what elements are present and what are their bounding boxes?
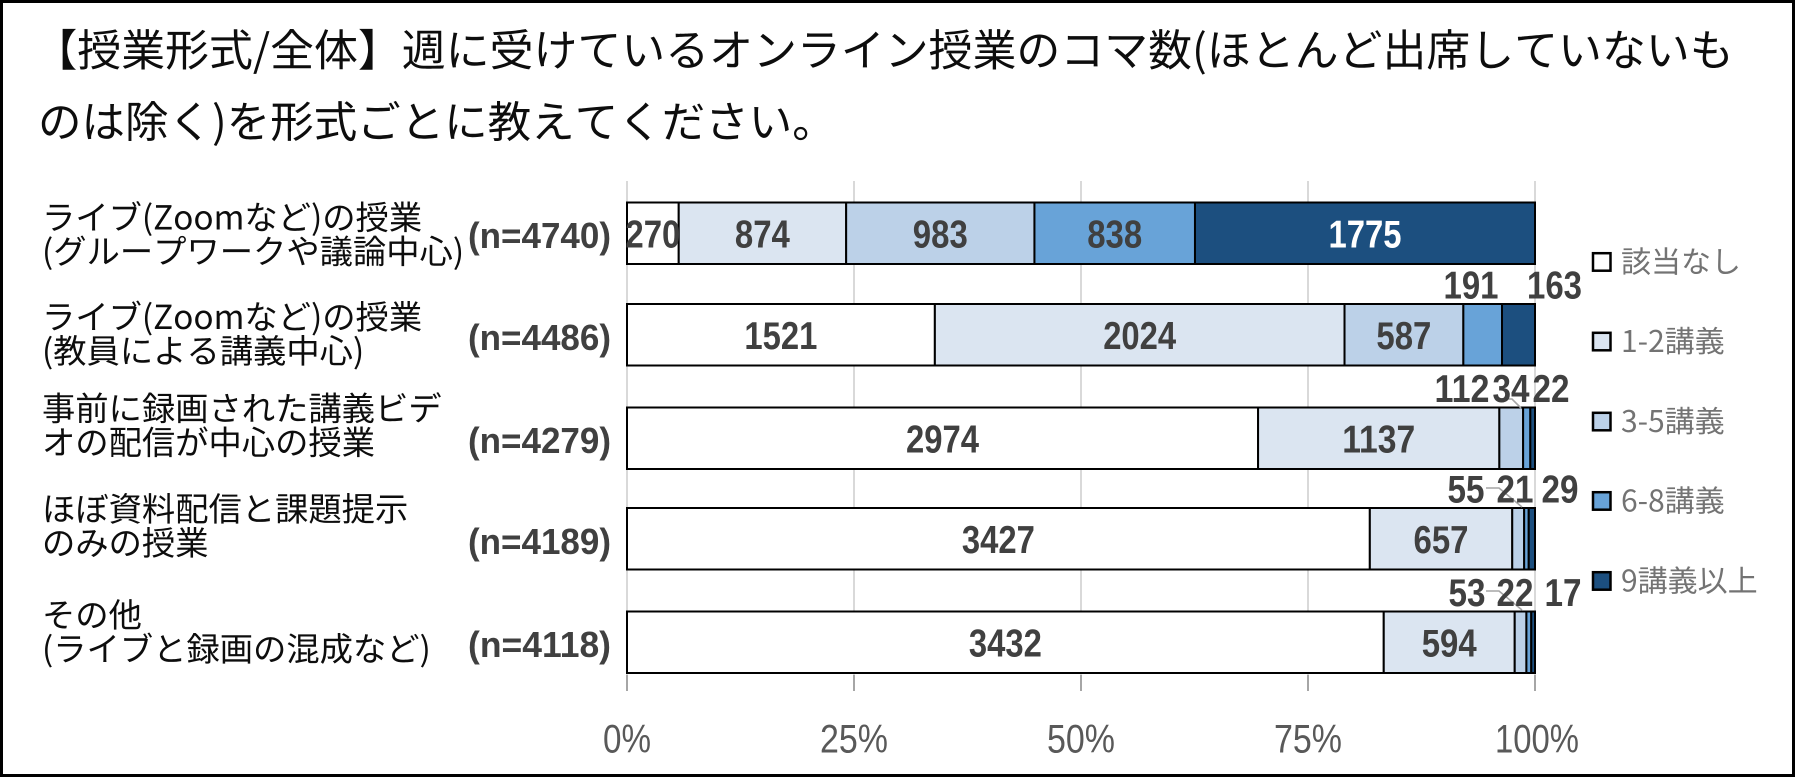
svg-text:(n=4279): (n=4279) — [468, 420, 611, 461]
svg-text:100%: 100% — [1495, 718, 1579, 762]
svg-text:594: 594 — [1422, 623, 1477, 666]
svg-text:22: 22 — [1533, 368, 1570, 411]
svg-text:50%: 50% — [1047, 718, 1115, 762]
svg-text:874: 874 — [735, 213, 790, 256]
svg-text:(n=4486): (n=4486) — [468, 317, 611, 358]
svg-text:17: 17 — [1545, 572, 1582, 615]
svg-text:29: 29 — [1542, 469, 1579, 512]
svg-text:270: 270 — [625, 213, 680, 256]
svg-text:1137: 1137 — [1342, 418, 1415, 461]
svg-text:(n=4118): (n=4118) — [468, 624, 611, 665]
svg-text:(n=4189): (n=4189) — [468, 521, 611, 562]
svg-text:(n=4740): (n=4740) — [468, 215, 611, 256]
svg-text:0%: 0% — [603, 718, 651, 762]
svg-text:1521: 1521 — [744, 315, 817, 358]
svg-text:3432: 3432 — [969, 623, 1042, 666]
svg-text:587: 587 — [1376, 315, 1431, 358]
svg-text:657: 657 — [1414, 519, 1469, 562]
svg-text:53: 53 — [1449, 572, 1486, 615]
svg-text:1775: 1775 — [1329, 213, 1402, 256]
svg-text:163: 163 — [1527, 265, 1582, 308]
svg-text:22: 22 — [1497, 572, 1534, 615]
svg-text:34: 34 — [1493, 368, 1531, 411]
svg-text:2974: 2974 — [906, 418, 979, 461]
svg-text:983: 983 — [913, 213, 968, 256]
svg-text:838: 838 — [1087, 213, 1142, 256]
svg-text:75%: 75% — [1274, 718, 1342, 762]
svg-text:55: 55 — [1448, 469, 1485, 512]
svg-text:21: 21 — [1497, 469, 1534, 512]
svg-text:112: 112 — [1435, 368, 1490, 411]
svg-text:3427: 3427 — [962, 519, 1035, 562]
svg-text:191: 191 — [1444, 265, 1499, 308]
svg-text:2024: 2024 — [1103, 315, 1176, 358]
svg-text:25%: 25% — [820, 718, 888, 762]
